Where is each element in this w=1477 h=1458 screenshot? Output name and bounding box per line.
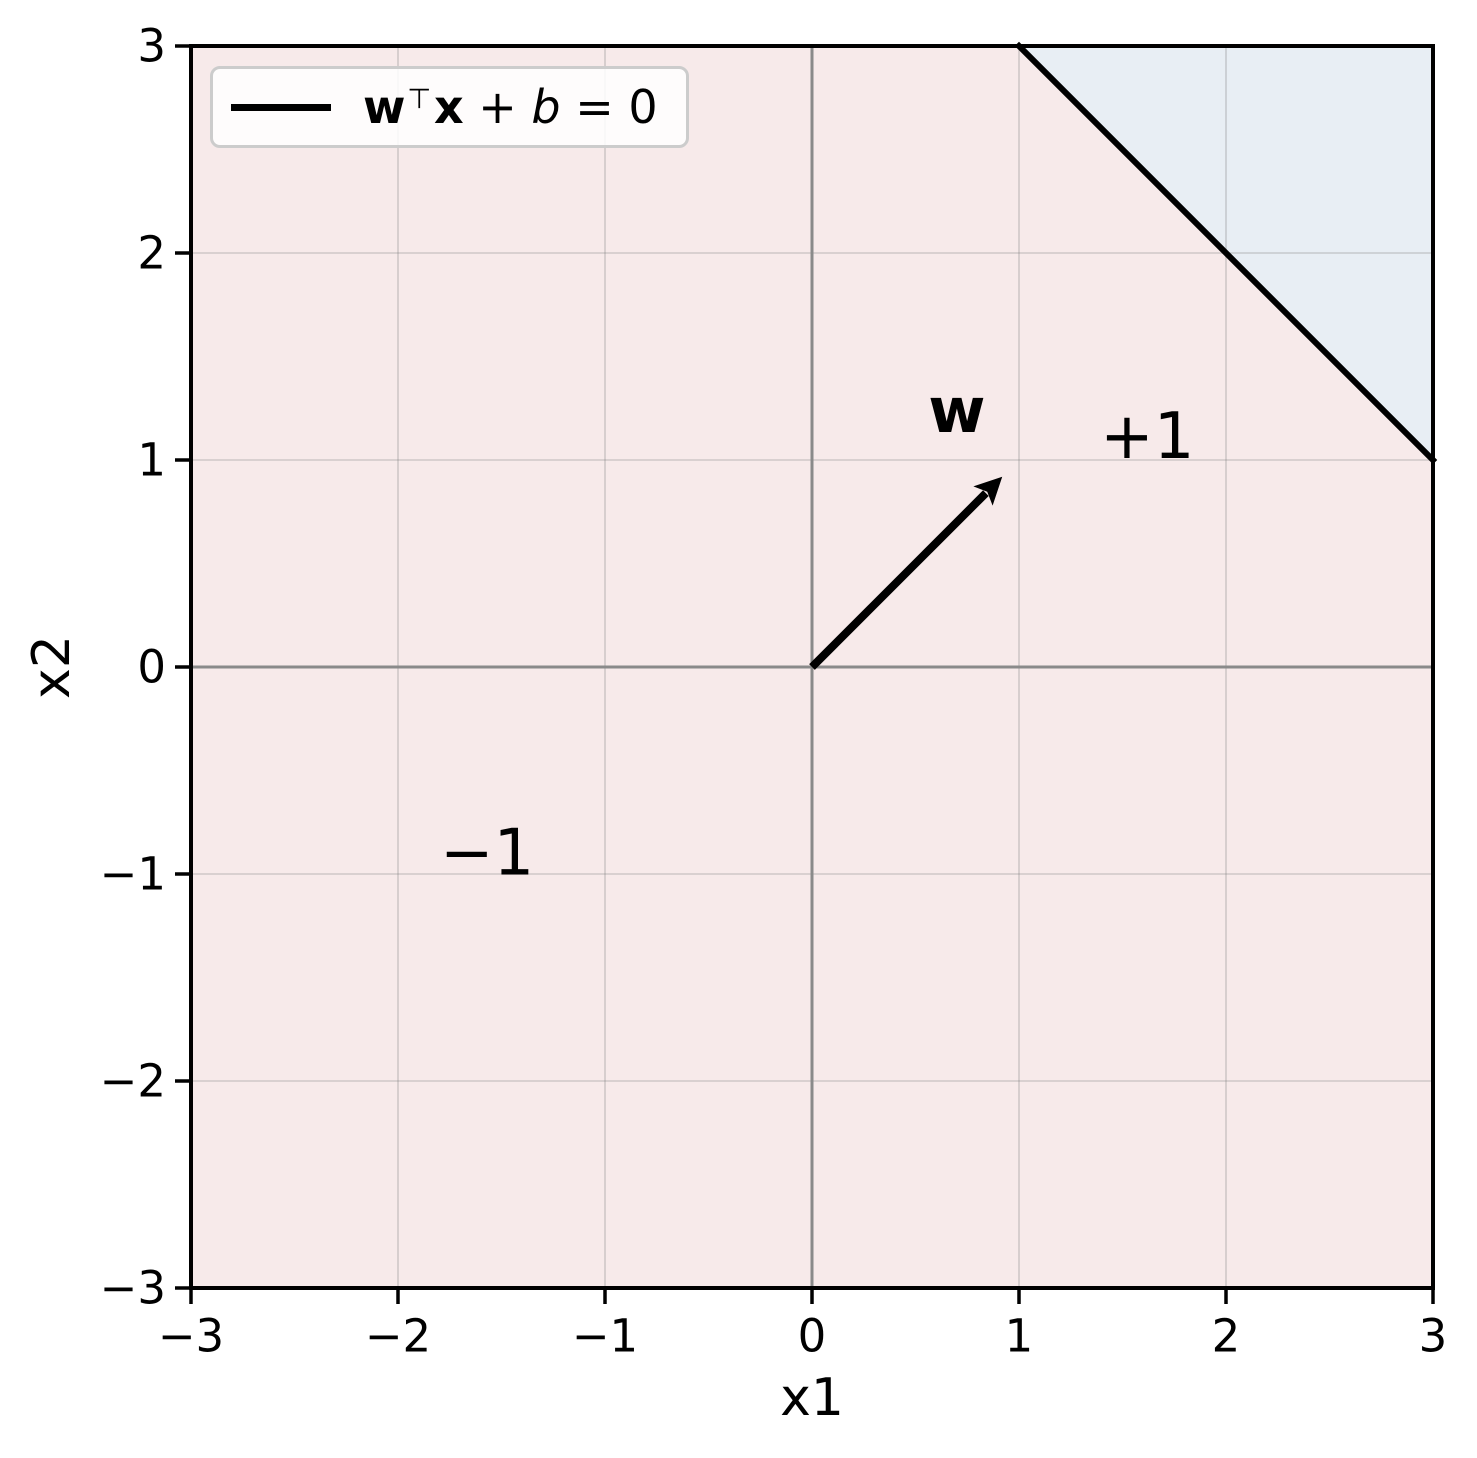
x-tick-label: 1 [1005, 1310, 1034, 1363]
x-tick-label: −3 [158, 1310, 224, 1363]
legend-label-part: x [433, 80, 464, 134]
legend-label-part: + [463, 80, 532, 134]
boundary-group [1014, 41, 1438, 465]
annotations [809, 476, 1003, 670]
legend-label-part: ⊤ [407, 81, 432, 115]
weight-vector-arrow [809, 476, 1003, 670]
y-tick-label: 2 [137, 227, 166, 280]
x-axis-label: x1 [780, 1368, 844, 1428]
ticks-and-labels: −3 −2 −1 0 1 2 3 −3 −2 −1 0 1 2 3 [100, 20, 1448, 1363]
decision-boundary-line [1014, 41, 1438, 465]
weight-vector-label: w [928, 374, 985, 447]
y-axis-label: x2 [22, 635, 82, 699]
y-tick-label: 3 [137, 20, 166, 73]
positive-class-label: +1 [1100, 400, 1194, 474]
x-tick-label: −1 [572, 1310, 638, 1363]
x-tick-label: 2 [1212, 1310, 1241, 1363]
y-tick-label: −1 [100, 848, 166, 901]
y-tick-label: 1 [137, 434, 166, 487]
y-tick-label: 0 [137, 641, 166, 694]
negative-class-label: −1 [440, 816, 534, 890]
x-tick-label: 0 [798, 1310, 827, 1363]
legend-label-part: = 0 [560, 80, 658, 134]
legend-label-part: w [363, 80, 406, 134]
legend-label-part: b [531, 80, 561, 134]
legend: w⊤x + b = 0 [210, 66, 689, 148]
x-tick-label: 3 [1419, 1310, 1448, 1363]
x-tick-label: −2 [365, 1310, 431, 1363]
legend-line-sample [231, 103, 331, 111]
y-tick-label: −3 [100, 1262, 166, 1315]
y-tick-label: −2 [100, 1055, 166, 1108]
legend-label: w⊤x + b = 0 [363, 84, 658, 130]
